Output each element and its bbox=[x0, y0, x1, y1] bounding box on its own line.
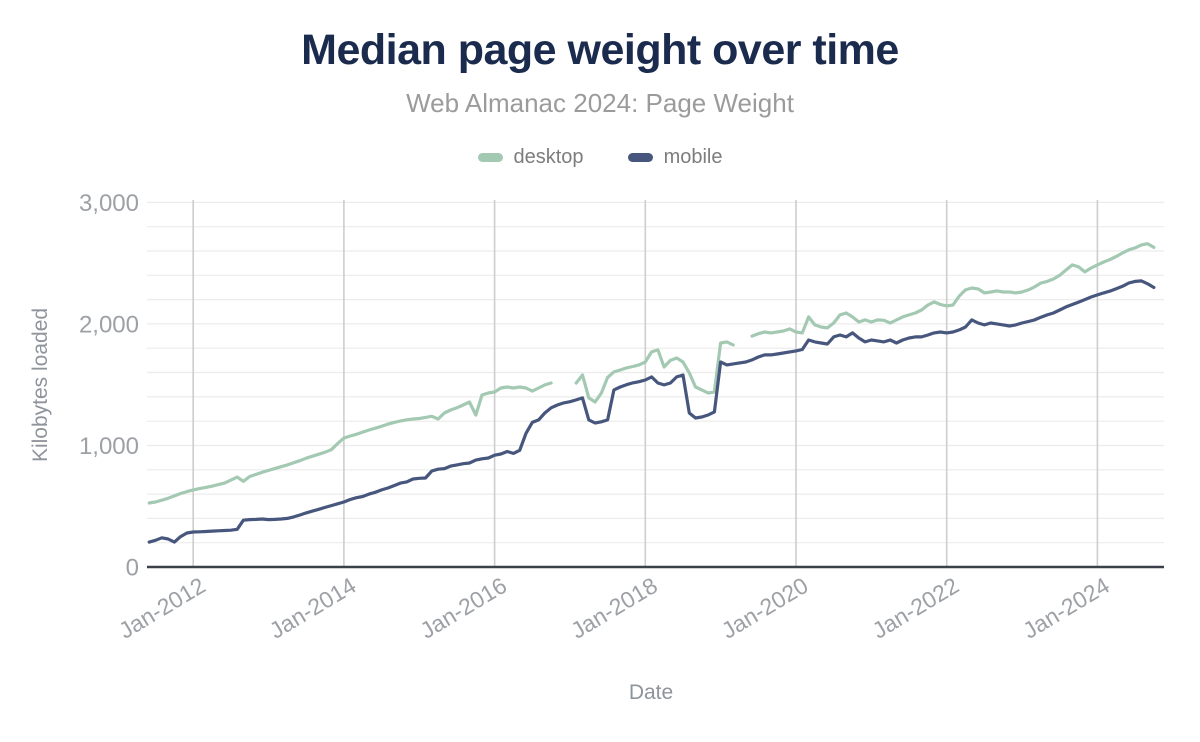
legend: desktop mobile bbox=[0, 146, 1200, 169]
legend-label-mobile: mobile bbox=[663, 146, 723, 168]
chart-title: Median page weight over time bbox=[301, 26, 899, 74]
legend-item-desktop[interactable]: desktop bbox=[477, 146, 584, 169]
legend-item-mobile[interactable]: mobile bbox=[627, 146, 723, 169]
chart-subtitle: Web Almanac 2024: Page Weight bbox=[406, 88, 794, 118]
x-tick-label: Jan-2022 bbox=[868, 572, 964, 644]
x-tick-label: Jan-2014 bbox=[265, 572, 361, 644]
x-tick-label: Jan-2024 bbox=[1018, 572, 1114, 644]
x-tick-label: Jan-2020 bbox=[717, 572, 813, 644]
y-tick-label: 3,000 bbox=[79, 190, 139, 217]
y-axis-title: Kilobytes loaded bbox=[29, 307, 52, 463]
desktop-line bbox=[147, 242, 1156, 505]
y-tick-label: 1,000 bbox=[79, 433, 139, 460]
legend-label-desktop: desktop bbox=[513, 146, 584, 168]
desktop-swatch-icon bbox=[477, 153, 503, 162]
mobile-line bbox=[147, 279, 1156, 544]
x-axis-title: Date bbox=[628, 681, 674, 704]
x-tick-label: Jan-2012 bbox=[114, 572, 210, 644]
mobile-swatch-icon bbox=[627, 153, 653, 162]
x-tick-label: Jan-2016 bbox=[416, 572, 512, 644]
gridlines bbox=[147, 200, 1164, 567]
x-tick-label: Jan-2018 bbox=[566, 572, 662, 644]
y-tick-label: 2,000 bbox=[79, 311, 139, 338]
y-tick-label: 0 bbox=[126, 555, 139, 582]
